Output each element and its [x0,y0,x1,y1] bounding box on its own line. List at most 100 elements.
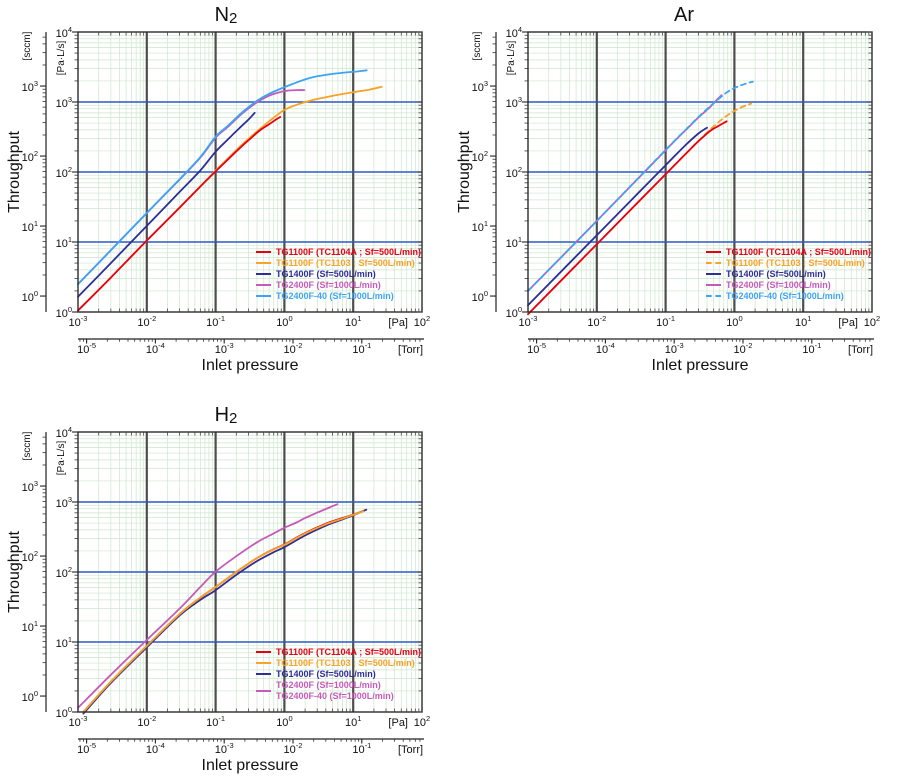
h2-legend-item-0: TG1100F (TC1104A ; Sf=500L/min) [256,646,421,657]
ar-xtick-pa-10e-2: 10-2 [587,314,606,329]
h2-xtick-torr-10e-1: 10-1 [352,741,371,756]
h2-curve-1 [82,508,368,715]
h2-xtick-torr-10e-4: 10-4 [146,741,165,756]
h2-xtick-pa-10e-2: 10-2 [137,714,156,729]
ar-xtick-torr-10e-4: 10-4 [596,341,615,356]
legend-label: TG2400F-40 (Sf=1000L/min) [276,690,394,701]
n2-curve-4 [77,116,282,312]
h2-pa-unit: [Pa] [388,717,408,729]
legend-label: TG1100F (TC1103 ; Sf=500L/min) [276,657,415,668]
n2-legend-item-1: TG1100F (TC1103 ; Sf=500L/min) [256,257,421,268]
n2-xtick-torr-10e-1: 10-1 [352,341,371,356]
h2-legend-item-4: TG2400F-40 (Sf=1000L/min) [256,690,421,701]
h2-curve-2 [82,510,365,713]
ar-legend-item-3: TG2400F (Sf=1000L/min) [706,279,871,290]
ar-pals-unit: [Pa·L/s] [506,41,517,76]
n2-legend: TG1100F (TC1104A ; Sf=500L/min) TG1100F (… [256,246,421,301]
n2-pals-unit: [Pa·L/s] [56,41,67,76]
h2-legend-item-3: TG2400F (Sf=1000L/min) [256,679,421,692]
legend-swatch-orange [706,261,721,264]
n2-ytick-sccm-10e1: 101 [22,219,38,234]
ar-xtick-pa-10e0: 100 [726,314,742,329]
ar-x-axis-label: Inlet pressure [652,357,749,374]
h2-pals-unit: [Pa·L/s] [56,441,67,476]
h2-xtick-pa-10e1: 101 [345,714,361,729]
n2-curve-3 [77,111,256,298]
h2-ytick-sccm-10e1: 101 [22,619,38,634]
h2-torr-unit: [Torr] [398,744,423,756]
legend-swatch-lightblue [256,294,271,297]
h2-ytick-sccm-10e3: 103 [22,479,38,494]
ar-title: Ar [674,4,694,26]
h2-xtick-torr-10e-2: 10-2 [284,741,303,756]
n2-plot-svg: 100 101 102 103 104 100 101 102 103 10-3 10-2 10-1 1… [6,4,430,374]
n2-ytick-sccm-10e2: 102 [22,149,38,164]
h2-ytick-inner-10e3: 103 [56,495,72,510]
legend-swatch-red [706,250,721,253]
h2-xtick-pa-10e0: 100 [276,714,292,729]
n2-pa-unit: [Pa] [388,317,408,329]
ar-xtick-torr-10e-2: 10-2 [734,341,753,356]
legend-label: TG1100F (TC1104A ; Sf=500L/min) [276,246,421,257]
h2-ytick-sccm-10e0: 100 [22,689,38,704]
h2-xtick-pa-10e2: 102 [414,714,430,729]
legend-swatch-lightblue [706,294,721,297]
n2-xtick-torr-10e-4: 10-4 [146,341,165,356]
ar-ytick-inner-10e4: 104 [506,25,522,40]
n2-ytick-inner-10e1: 101 [56,235,72,250]
ar-legend-item-1: TG1100F (TC1103 ; Sf=500L/min) [706,257,871,268]
n2-title: N2 [215,4,238,27]
legend-swatch-magenta [706,283,721,286]
n2-legend-item-2: TG1400F (Sf=500L/min) [256,268,421,279]
legend-swatch-orange [256,661,271,664]
legend-swatch-red [256,250,271,253]
n2-legend-item-4: TG2400F-40 (Sf=1000L/min) [256,290,421,301]
h2-ytick-sccm-10e2: 102 [22,549,38,564]
h2-xtick-pa-10e-3: 10-3 [69,714,88,729]
ar-curve-3 [527,120,728,316]
ar-sccm-unit: [sccm] [472,31,483,60]
ar-y-axis-label: Throughput [456,131,473,213]
ar-torr-unit: [Torr] [848,344,873,356]
n2-legend-item-0: TG1100F (TC1104A ; Sf=500L/min) [256,246,421,257]
ar-ytick-sccm-10e0: 100 [472,289,488,304]
n2-xtick-pa-10e-3: 10-3 [69,314,88,329]
h2-title: H2 [215,404,238,427]
ar-xtick-pa-10e-1: 10-1 [656,314,675,329]
ar-legend: TG1100F (TC1104A ; Sf=500L/min) TG1100F (… [706,246,871,301]
ar-xtick-torr-10e-1: 10-1 [802,341,821,356]
h2-x-axis-label: Inlet pressure [202,757,299,774]
h2-y-axis-label: Throughput [6,531,23,613]
legend-swatch-navy [256,272,271,275]
legend-swatch-navy [706,272,721,275]
ar-legend-item-2: TG1400F (Sf=500L/min) [706,268,871,279]
legend-label: TG1400F (Sf=500L/min) [726,268,826,279]
legend-label: TG2400F (Sf=1000L/min) [276,679,381,690]
legend-label: TG2400F-40 (Sf=1000L/min) [726,290,844,301]
legend-label: TG1100F (TC1103 ; Sf=500L/min) [726,257,865,268]
n2-xtick-torr-10e-3: 10-3 [215,341,234,356]
n2-ytick-inner-10e4: 104 [56,25,72,40]
ar-xtick-torr-10e-3: 10-3 [665,341,684,356]
ar-ytick-sccm-10e2: 102 [472,149,488,164]
legend-label: TG2400F-40 (Sf=1000L/min) [276,290,394,301]
ar-curve-4 [527,126,708,307]
h2-xtick-pa-10e-1: 10-1 [206,714,225,729]
h2-sccm-unit: [sccm] [22,431,33,460]
legend-label: TG1100F (TC1103 ; Sf=500L/min) [276,257,415,268]
legend-swatch-magenta [256,283,271,286]
ar-ytick-sccm-10e3: 103 [472,79,488,94]
ar-ytick-sccm-10e1: 101 [472,219,488,234]
legend-swatch-magenta [256,689,271,692]
chart-n2: 100 101 102 103 104 100 101 102 103 10-3 10-2 10-1 1… [0,0,450,390]
ar-pa-unit: [Pa] [838,317,858,329]
ar-ytick-inner-10e1: 101 [506,235,522,250]
ar-legend-item-0: TG1100F (TC1104A ; Sf=500L/min) [706,246,871,257]
n2-xtick-pa-10e2: 102 [414,314,430,329]
ar-curve-1 [527,80,754,292]
n2-xtick-pa-10e-1: 10-1 [206,314,225,329]
n2-ytick-sccm-10e0: 100 [22,289,38,304]
legend-swatch-orange [256,261,271,264]
n2-torr-unit: [Torr] [398,344,423,356]
